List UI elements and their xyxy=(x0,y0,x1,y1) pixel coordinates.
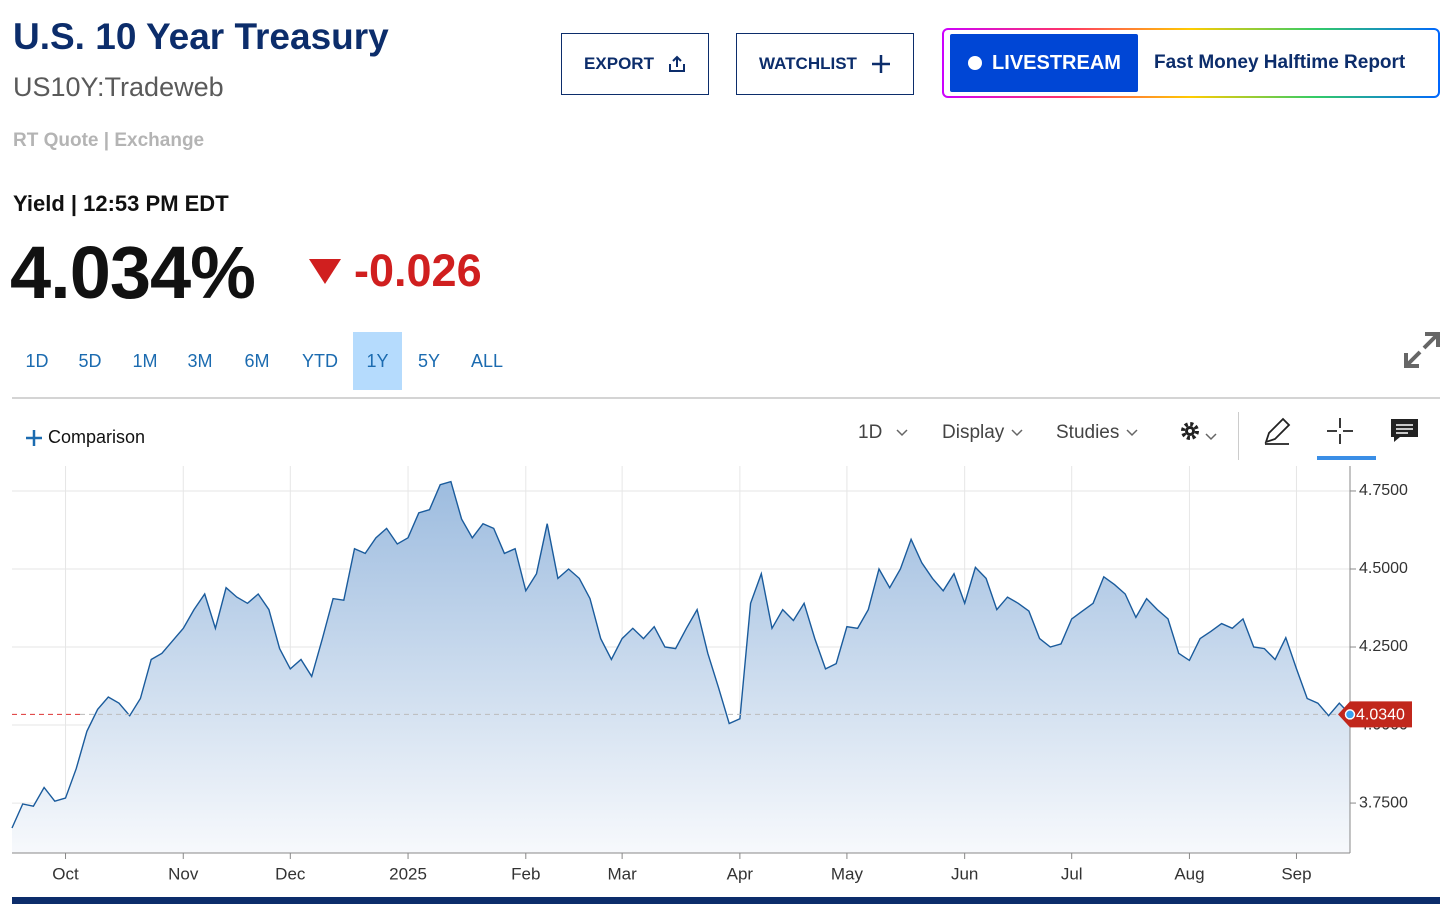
quote-title: U.S. 10 Year Treasury xyxy=(13,16,389,57)
interval-menu[interactable]: 1D xyxy=(858,422,910,444)
y-tick-label: 4.5000 xyxy=(1359,560,1408,577)
export-label: EXPORT xyxy=(584,54,654,73)
draw-icon[interactable] xyxy=(1262,416,1292,446)
toolbar-divider xyxy=(1238,412,1239,460)
y-tick-label: 4.7500 xyxy=(1359,482,1408,499)
x-tick-label: Sep xyxy=(1281,864,1311,883)
range-tab[interactable]: 1M xyxy=(132,350,158,371)
x-tick-label: Feb xyxy=(511,864,540,883)
change: -0.026 xyxy=(354,245,482,296)
active-tool-underline xyxy=(1317,456,1376,460)
x-tick-label: Jun xyxy=(951,864,978,883)
x-tick-label: Aug xyxy=(1174,864,1204,883)
chevron xyxy=(1126,429,1138,437)
current-label: 4.0340 xyxy=(1356,707,1405,724)
symbol: US10Y:Tradeweb xyxy=(13,72,224,102)
studies-menu[interactable]: Studies xyxy=(1056,422,1139,444)
range-tab[interactable]: 1D xyxy=(25,350,49,371)
watchlist-button[interactable]: WATCHLIST xyxy=(736,33,914,95)
y-tick-label: 4.2500 xyxy=(1359,638,1408,655)
x-tick-label: 2025 xyxy=(389,864,427,883)
livestream-button[interactable]: LIVESTREAM xyxy=(950,34,1138,92)
watchlist-label: WATCHLIST xyxy=(759,54,857,73)
separator xyxy=(12,397,1440,399)
x-tick-label: Mar xyxy=(607,864,637,883)
price: 4.034% xyxy=(10,231,256,314)
live-dot xyxy=(968,56,983,70)
livestream-box: LIVESTREAM Fast Money Halftime Report xyxy=(942,28,1440,98)
range-tab[interactable]: 5D xyxy=(78,350,102,371)
comparison-button[interactable]: Comparison xyxy=(26,427,145,448)
show-link[interactable]: Fast Money Halftime Report xyxy=(1154,52,1406,73)
chart: Oct Nov Dec 2025 Feb Mar Apr May Jun Jul Aug Sep 3.7… xyxy=(11,466,1440,904)
crosshair-icon[interactable] xyxy=(1326,417,1354,445)
export-icon xyxy=(668,55,685,72)
x-tick-label: Jul xyxy=(1061,864,1083,883)
range-tab[interactable]: YTD xyxy=(302,350,338,371)
plus-icon xyxy=(871,55,890,73)
range-tab[interactable]: 1Y xyxy=(353,332,402,390)
range-tab[interactable]: 5Y xyxy=(417,350,441,371)
range-tab[interactable]: 6M xyxy=(244,350,270,371)
interval-label: 1D xyxy=(858,422,883,443)
chevron xyxy=(896,429,908,437)
display-menu[interactable]: Display xyxy=(942,422,1024,444)
range-tab[interactable]: ALL xyxy=(470,350,504,371)
livestream-label: LIVESTREAM xyxy=(992,51,1121,74)
x-tick-label: May xyxy=(831,864,864,883)
chevron xyxy=(1011,429,1023,437)
comparison-label: Comparison xyxy=(48,427,146,447)
x-tick-label: Oct xyxy=(52,864,79,883)
current-badge xyxy=(1338,701,1412,728)
x-tick-label: Apr xyxy=(727,864,754,883)
range-tab[interactable]: 3M xyxy=(187,350,213,371)
comment-icon[interactable] xyxy=(1390,418,1420,444)
y-tick-label: 3.7500 xyxy=(1359,794,1408,811)
quote-label: Yield | 12:53 PM EDT xyxy=(13,191,229,216)
quote-source: RT Quote | Exchange xyxy=(13,130,205,151)
studies-label: Studies xyxy=(1056,422,1120,443)
x-tick-label: Nov xyxy=(168,864,199,883)
export-button[interactable]: EXPORT xyxy=(561,33,709,95)
line xyxy=(11,480,1351,829)
down-arrow xyxy=(309,259,341,284)
expand-icon[interactable] xyxy=(1403,331,1441,369)
plus-icon xyxy=(26,429,42,446)
bottom-bar xyxy=(12,897,1440,904)
display-label: Display xyxy=(942,422,1005,443)
x-tick-label: Dec xyxy=(275,864,306,883)
area-fill xyxy=(12,481,1350,853)
current-dot xyxy=(1344,709,1356,720)
settings-icon[interactable] xyxy=(1178,418,1222,448)
